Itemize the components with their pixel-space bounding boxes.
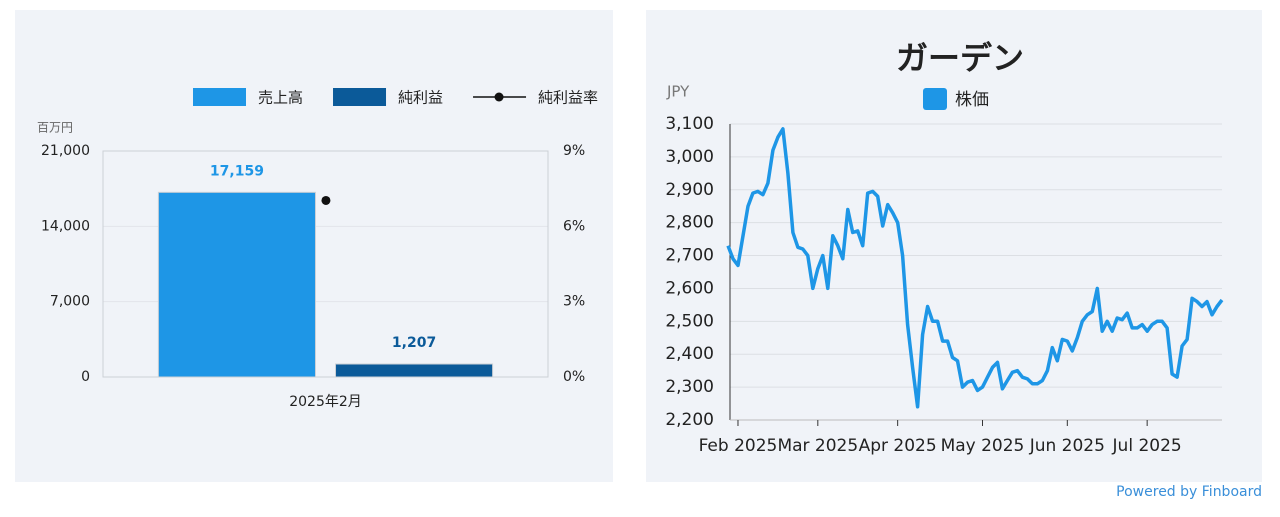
footer: Powered by Finboard bbox=[1116, 484, 1262, 500]
y-tick-label: 2,800 bbox=[665, 213, 714, 233]
legend-swatch bbox=[333, 88, 387, 106]
y2-tick-label: 6% bbox=[563, 218, 585, 234]
y-tick-label: 3,100 bbox=[665, 114, 714, 134]
legend-swatch bbox=[923, 88, 947, 110]
x-tick-label: Jun 2025 bbox=[1029, 436, 1105, 456]
plot-border bbox=[102, 150, 549, 378]
legend-marker bbox=[494, 92, 504, 102]
x-tick-label: 2025年2月 bbox=[289, 394, 362, 410]
data-label: 17,159 bbox=[210, 163, 264, 179]
data-label: 1,207 bbox=[392, 335, 436, 351]
y-tick-label: 2,700 bbox=[665, 246, 714, 266]
y-tick-label: 2,900 bbox=[665, 180, 714, 200]
legend-label: 株価 bbox=[955, 90, 989, 110]
legend-label: 純利益 bbox=[398, 89, 443, 107]
bar bbox=[335, 363, 494, 378]
y-tick-label: 2,200 bbox=[665, 410, 714, 430]
y-tick-label: 0 bbox=[81, 369, 90, 385]
y2-tick-label: 9% bbox=[563, 143, 585, 159]
y-tick-label: 2,600 bbox=[665, 278, 714, 298]
y-tick-label: 21,000 bbox=[41, 143, 90, 159]
y-tick-label: 3,000 bbox=[665, 147, 714, 167]
y-tick-label: 14,000 bbox=[41, 218, 90, 234]
x-tick-label: Jul 2025 bbox=[1112, 436, 1182, 456]
y-axis-label: 百万円 bbox=[37, 121, 73, 135]
y-tick-label: 7,000 bbox=[50, 294, 90, 310]
y-axis-label: JPY bbox=[666, 83, 690, 101]
y-tick-label: 2,300 bbox=[665, 377, 714, 397]
chart-title: ガーデン bbox=[896, 39, 1024, 77]
x-tick-label: May 2025 bbox=[941, 436, 1025, 456]
panel bbox=[646, 10, 1262, 482]
x-tick-label: Apr 2025 bbox=[859, 436, 937, 456]
y-tick-label: 2,500 bbox=[665, 311, 714, 331]
y2-tick-label: 3% bbox=[563, 294, 585, 310]
y-tick-label: 2,400 bbox=[665, 344, 714, 364]
legend-label: 純利益率 bbox=[538, 89, 598, 107]
y2-tick-label: 0% bbox=[563, 369, 585, 385]
bar bbox=[157, 191, 316, 378]
line-marker bbox=[321, 195, 331, 205]
legend-swatch bbox=[193, 88, 246, 106]
legend-label: 売上高 bbox=[258, 89, 303, 107]
x-tick-label: Feb 2025 bbox=[699, 436, 778, 456]
line bbox=[726, 127, 1224, 409]
x-tick-label: Mar 2025 bbox=[777, 436, 858, 456]
